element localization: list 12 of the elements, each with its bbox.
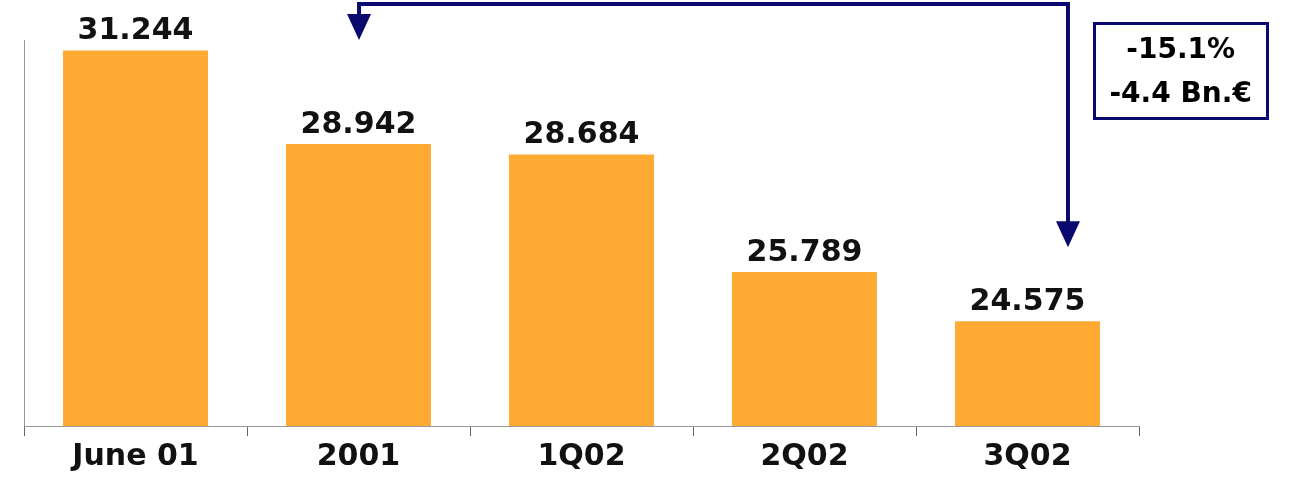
x-tick-label: 2Q02 <box>760 436 849 472</box>
annotation: -4.4 Bn.€ <box>1109 75 1252 111</box>
x-tick-label: 2001 <box>316 436 401 472</box>
data-label: 31.244 <box>77 11 194 47</box>
data-label: 25.789 <box>746 232 863 268</box>
x-tick-label: June 01 <box>70 436 199 472</box>
data-label: 28.684 <box>523 115 640 151</box>
data-label: 24.575 <box>969 282 1086 318</box>
annotation: -15.1% <box>1125 31 1237 67</box>
x-tick-label: 1Q02 <box>537 436 626 472</box>
x-tick-label: 3Q02 <box>983 436 1072 472</box>
data-label: 28.942 <box>300 104 417 140</box>
